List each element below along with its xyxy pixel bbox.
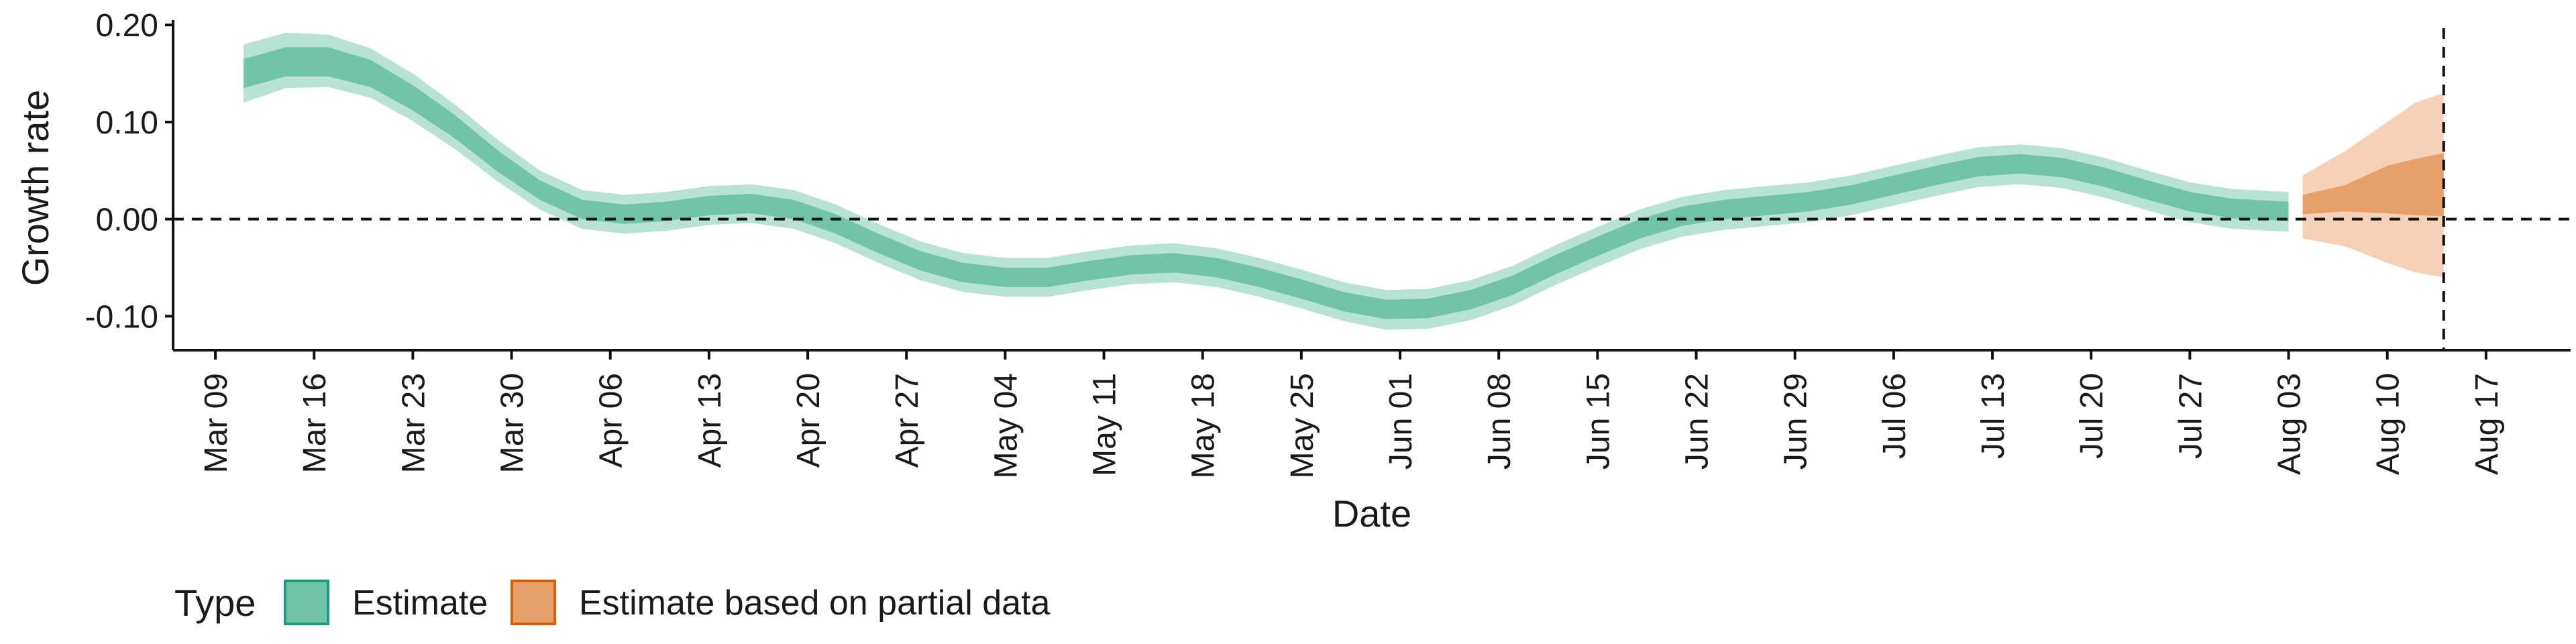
axes: -0.10 0.00 0.10 0.20 Mar 09 Mar 16 Mar 23 Mar 3…	[85, 8, 2571, 478]
x-tick-label: Jul 27	[2173, 373, 2208, 459]
x-tick-label: Jun 29	[1778, 373, 1814, 470]
x-tick-label: Mar 23	[396, 373, 431, 473]
x-tick-label: Aug 03	[2272, 373, 2308, 475]
x-tick-label: May 25	[1285, 373, 1320, 478]
x-tick-label: Jul 06	[1877, 373, 1913, 459]
x-tick-label: Apr 27	[890, 373, 925, 468]
x-tick-label: Jul 13	[1976, 373, 2011, 459]
legend: Type Estimate Estimate based on partial da…	[174, 580, 1051, 625]
x-tick-label: Jul 20	[2074, 373, 2110, 459]
legend-key-0	[284, 580, 329, 625]
x-tick-label: Apr 13	[692, 373, 728, 468]
y-tick-label: 0.10	[96, 105, 158, 141]
ribbon-layer	[244, 32, 2444, 330]
reference-lines	[173, 28, 2571, 350]
x-tick-label: Apr 20	[791, 373, 826, 468]
x-tick-label: May 18	[1186, 373, 1222, 478]
x-tick-label: May 04	[988, 373, 1024, 478]
y-tick-label: 0.00	[96, 203, 158, 238]
x-tick-label: Jun 15	[1580, 373, 1616, 470]
x-tick-label: Mar 30	[495, 373, 531, 473]
y-tick-label: -0.10	[85, 299, 158, 335]
legend-label-1: Estimate based on partial data	[579, 584, 1051, 623]
legend-title: Type	[174, 582, 256, 624]
x-tick-label: Mar 09	[199, 373, 234, 473]
x-tick-label: Aug 10	[2371, 373, 2406, 475]
x-tick-label: Jun 22	[1680, 373, 1715, 470]
legend-label-0: Estimate	[352, 584, 488, 623]
x-tick-label: Jun 01	[1383, 373, 1419, 470]
series-1-inner-band	[2302, 153, 2444, 217]
legend-key-1	[511, 580, 556, 625]
series-0-inner-band	[244, 47, 2289, 319]
x-tick-label: Mar 16	[297, 373, 333, 473]
x-axis-title: Date	[1332, 492, 1411, 535]
x-tick-label: Apr 06	[594, 373, 629, 468]
y-axis-title: Growth rate	[14, 90, 56, 286]
x-tick-label: Jun 08	[1482, 373, 1517, 470]
y-tick-label: 0.20	[96, 8, 158, 44]
x-tick-label: Aug 17	[2469, 373, 2505, 475]
x-tick-label: May 11	[1087, 373, 1123, 476]
